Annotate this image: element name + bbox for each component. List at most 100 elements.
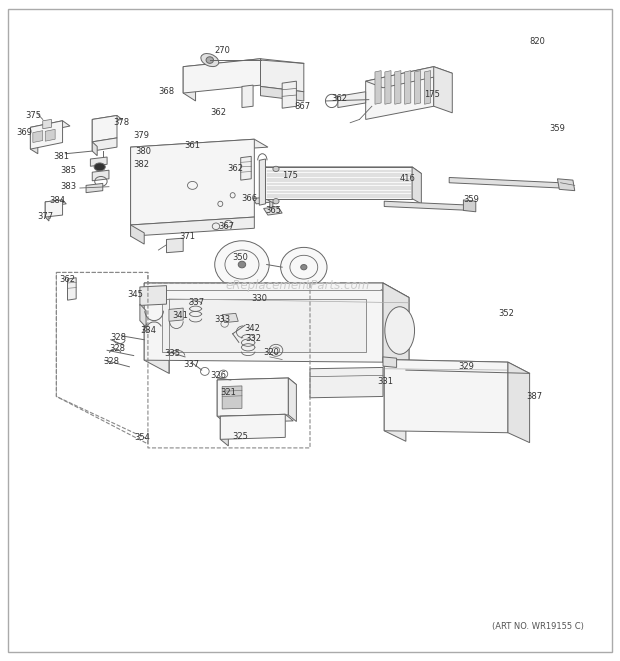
Text: 359: 359 (463, 196, 479, 204)
Text: 354: 354 (134, 433, 149, 442)
Polygon shape (140, 304, 146, 327)
Polygon shape (449, 177, 560, 188)
Text: 361: 361 (185, 141, 200, 150)
Polygon shape (405, 71, 411, 104)
Text: 383: 383 (61, 182, 77, 191)
Text: 326: 326 (210, 371, 226, 380)
Text: 175: 175 (425, 90, 440, 99)
Text: 368: 368 (159, 87, 175, 97)
Polygon shape (265, 167, 412, 198)
Polygon shape (30, 128, 38, 154)
Text: 342: 342 (244, 324, 260, 333)
Text: 328: 328 (103, 357, 119, 366)
Polygon shape (253, 196, 273, 204)
Polygon shape (260, 87, 304, 101)
Text: 381: 381 (53, 152, 69, 161)
Polygon shape (434, 67, 452, 113)
Text: 359: 359 (549, 124, 565, 133)
Polygon shape (425, 71, 431, 104)
Ellipse shape (94, 163, 105, 171)
Ellipse shape (385, 307, 415, 354)
Polygon shape (384, 360, 406, 442)
Text: 378: 378 (113, 118, 130, 126)
Polygon shape (45, 200, 66, 206)
Text: 371: 371 (180, 232, 195, 241)
Polygon shape (222, 386, 242, 409)
Text: 320: 320 (264, 348, 280, 358)
Text: 366: 366 (241, 194, 257, 203)
Text: 325: 325 (232, 432, 249, 440)
Polygon shape (131, 225, 144, 244)
Polygon shape (43, 120, 51, 129)
Polygon shape (384, 360, 508, 433)
Text: 367: 367 (218, 223, 234, 231)
Polygon shape (45, 200, 63, 217)
Polygon shape (220, 416, 228, 446)
Text: 377: 377 (37, 212, 53, 221)
Ellipse shape (215, 241, 269, 288)
Polygon shape (463, 200, 476, 212)
Text: 382: 382 (134, 160, 150, 169)
Text: 384: 384 (50, 196, 66, 205)
Polygon shape (144, 283, 169, 373)
Polygon shape (91, 157, 107, 167)
Text: 328: 328 (110, 332, 126, 342)
Text: 330: 330 (251, 294, 267, 303)
Polygon shape (265, 167, 275, 204)
Polygon shape (183, 67, 195, 101)
Polygon shape (415, 71, 421, 104)
Polygon shape (260, 59, 304, 92)
Text: 352: 352 (498, 309, 515, 318)
Ellipse shape (281, 247, 327, 287)
Text: 321: 321 (220, 388, 236, 397)
Polygon shape (140, 286, 167, 305)
Text: 362: 362 (60, 274, 76, 284)
Polygon shape (282, 81, 296, 108)
Polygon shape (338, 92, 366, 108)
Polygon shape (384, 360, 529, 373)
Text: 416: 416 (400, 174, 415, 182)
Text: 332: 332 (245, 334, 261, 343)
Text: 335: 335 (165, 349, 180, 358)
Polygon shape (366, 67, 434, 120)
Polygon shape (557, 178, 575, 190)
Text: 387: 387 (526, 392, 542, 401)
Polygon shape (288, 378, 296, 422)
Polygon shape (366, 67, 452, 88)
Text: 375: 375 (25, 111, 41, 120)
Polygon shape (30, 121, 70, 133)
Polygon shape (86, 183, 103, 192)
Text: 362: 362 (228, 165, 244, 173)
Text: 380: 380 (135, 147, 151, 155)
Ellipse shape (201, 54, 219, 67)
Polygon shape (259, 159, 265, 205)
Polygon shape (270, 196, 273, 214)
Text: 362: 362 (210, 108, 226, 118)
Text: 329: 329 (458, 362, 474, 371)
Polygon shape (222, 313, 238, 323)
Polygon shape (92, 116, 122, 124)
Text: 334: 334 (140, 326, 156, 335)
Text: 820: 820 (529, 37, 546, 46)
Polygon shape (144, 283, 409, 299)
Text: 350: 350 (232, 253, 249, 262)
Polygon shape (384, 201, 471, 210)
Text: 345: 345 (128, 290, 143, 299)
Polygon shape (45, 130, 55, 141)
Polygon shape (383, 283, 409, 375)
Text: 337: 337 (188, 298, 204, 307)
Text: 175: 175 (282, 171, 298, 180)
Polygon shape (92, 142, 97, 156)
Ellipse shape (100, 159, 106, 164)
Polygon shape (264, 206, 282, 215)
Polygon shape (131, 139, 254, 225)
Ellipse shape (273, 198, 279, 204)
Polygon shape (169, 308, 183, 321)
Polygon shape (383, 283, 409, 375)
Text: 365: 365 (265, 206, 281, 215)
Polygon shape (131, 139, 268, 155)
Text: 385: 385 (61, 167, 77, 175)
Polygon shape (508, 362, 529, 443)
Polygon shape (375, 71, 381, 104)
Polygon shape (167, 238, 183, 253)
